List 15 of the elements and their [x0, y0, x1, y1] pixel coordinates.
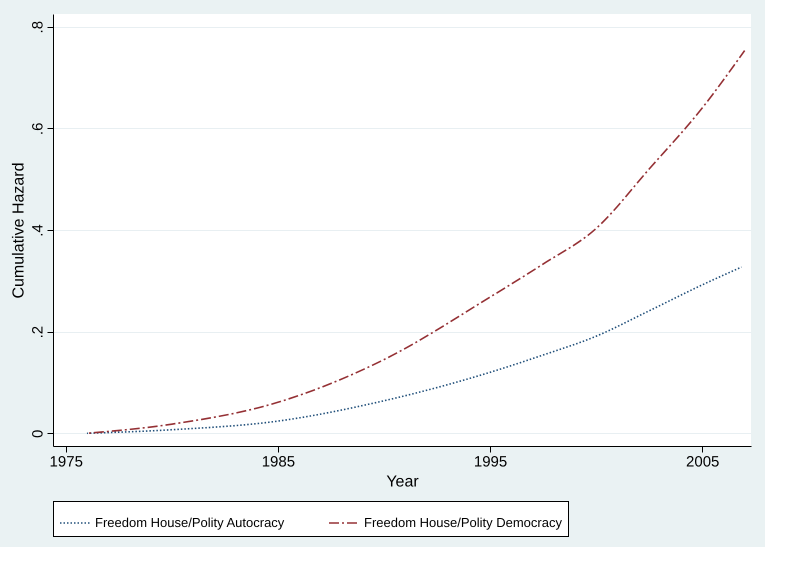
x-axis-title: Year [386, 474, 420, 490]
line-series [86, 266, 742, 434]
y-tick-label: .6 [30, 122, 46, 136]
y-tick-label: .4 [30, 224, 46, 237]
x-tick-label: 2005 [686, 454, 720, 470]
legend-label: Freedom House/Polity Autocracy [95, 515, 285, 530]
line-series [86, 50, 746, 434]
y-tick-label: 0 [30, 430, 46, 438]
x-tick-label: 1985 [262, 454, 296, 470]
legend-label: Freedom House/Polity Democracy [364, 515, 562, 530]
y-tick-label: .2 [30, 326, 46, 338]
y-axis-title: Cumulative Hazard [10, 162, 28, 299]
x-tick-label: 1995 [474, 454, 508, 470]
x-tick-label: 1975 [50, 454, 83, 470]
y-tick-label: .8 [30, 20, 46, 34]
